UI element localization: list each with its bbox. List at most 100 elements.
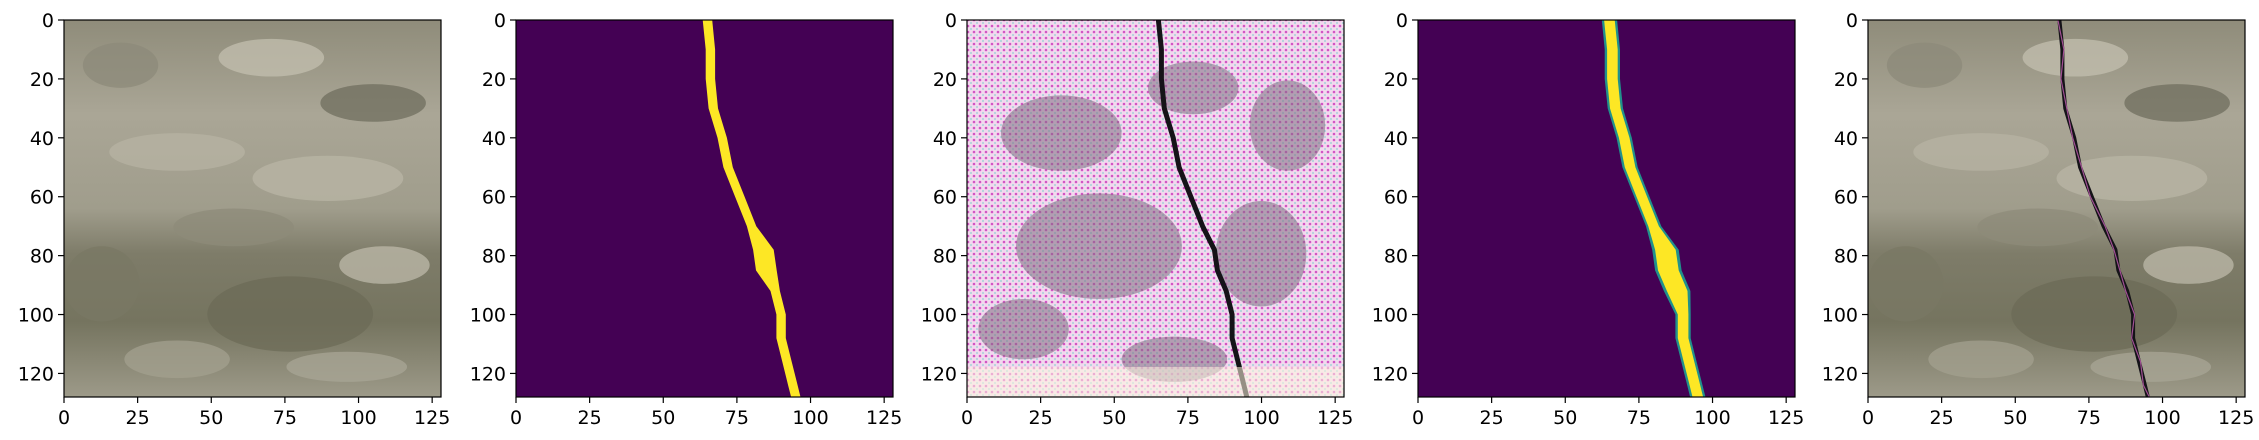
texture-patch: [1977, 208, 2098, 247]
y-tick-label: 80: [933, 246, 957, 268]
y-tick-label: 60: [30, 187, 54, 209]
panel-ground-truth-mask: 0 25 50 75 100 125 0 20 40 60 80 100 120: [470, 10, 903, 429]
panel-generated-image: 0 25 50 75 100 125 0 20 40 60 80 100 120: [921, 10, 1354, 429]
texture-patch: [207, 276, 374, 352]
texture-patch: [252, 155, 404, 201]
y-tick-label: 20: [30, 69, 54, 91]
shadow-blob: [1000, 95, 1122, 171]
panel-image-ground-truth-mask: [516, 20, 893, 397]
y-tick-label: 40: [30, 128, 54, 150]
texture-patch: [218, 38, 325, 77]
texture-patch: [2022, 38, 2129, 77]
x-tick-label: 50: [651, 407, 675, 429]
x-tick-label: 25: [1480, 407, 1504, 429]
x-tick-label: 50: [1553, 407, 1577, 429]
y-tick-label: 80: [1384, 246, 1408, 268]
bottom-artifact-band: [967, 367, 1344, 397]
panel-predicted-mask: 0 25 50 75 100 125 0 20 40 60 80 100 120: [1372, 10, 1805, 429]
x-tick-label: 0: [961, 407, 973, 429]
y-tick-label: 40: [1384, 128, 1408, 150]
x-tick-label: 25: [1930, 407, 1954, 429]
panel-image-overlay-image: [1868, 20, 2245, 397]
x-tick-label: 0: [510, 407, 522, 429]
y-tick-label: 80: [30, 246, 54, 268]
x-tick-label: 125: [414, 407, 450, 429]
y-tick-label: 0: [42, 10, 54, 32]
x-tick-label: 100: [340, 407, 376, 429]
panel-overlay-image: 0 25 50 75 100 125 0 20 40 60 80 100 120: [1822, 10, 2255, 429]
texture-patch: [173, 208, 294, 247]
y-tick-label: 120: [18, 363, 54, 385]
y-tick-label: 0: [1846, 10, 1858, 32]
y-tick-label: 20: [933, 69, 957, 91]
x-tick-label: 100: [792, 407, 828, 429]
texture-patch: [2143, 246, 2234, 284]
x-tick-label: 75: [725, 407, 749, 429]
y-tick-label: 100: [921, 305, 957, 327]
y-tick-label: 0: [945, 10, 957, 32]
y-tick-label: 80: [482, 246, 506, 268]
y-tick-label: 60: [1834, 187, 1858, 209]
axes-frame: [515, 19, 894, 398]
x-tick-label: 25: [578, 407, 602, 429]
y-tick-label: 20: [1834, 69, 1858, 91]
y-tick-label: 20: [482, 69, 506, 91]
texture-patch: [1886, 42, 1963, 88]
y-tick-label: 80: [1834, 246, 1858, 268]
y-tick-label: 40: [482, 128, 506, 150]
y-tick-label: 120: [921, 363, 957, 385]
panel-input-image: 0 25 50 75 100 125 0 20 40 60 80 100 120: [18, 10, 451, 429]
texture-patch: [124, 340, 230, 379]
y-tick-label: 100: [1822, 305, 1858, 327]
panel-image-generated-image: [967, 20, 1344, 397]
y-tick-label: 100: [470, 305, 506, 327]
y-tick-label: 100: [18, 305, 54, 327]
x-tick-label: 75: [1176, 407, 1200, 429]
texture-patch: [2056, 155, 2208, 201]
texture-patch: [286, 351, 408, 382]
shadow-blob: [1215, 200, 1307, 307]
panel-image-input-image: [64, 20, 441, 397]
y-tick-label: 60: [1384, 187, 1408, 209]
x-tick-label: 50: [1102, 407, 1126, 429]
texture-patch: [2090, 351, 2212, 382]
crack-mask: [1604, 20, 1704, 397]
texture-patch: [2124, 84, 2230, 122]
texture-patch: [1928, 340, 2034, 379]
shadow-blob: [1016, 193, 1182, 299]
texture-patch: [64, 246, 140, 322]
shadow-blob: [1249, 80, 1326, 171]
y-tick-label: 40: [1834, 128, 1858, 150]
x-tick-label: 100: [2144, 407, 2180, 429]
axes-frame: [1417, 19, 1796, 398]
y-tick-label: 0: [1396, 10, 1408, 32]
x-tick-label: 50: [199, 407, 223, 429]
x-tick-label: 125: [2218, 407, 2254, 429]
texture-patch: [320, 84, 426, 122]
texture-patch: [2011, 276, 2178, 352]
y-tick-label: 120: [1822, 363, 1858, 385]
x-tick-label: 25: [1029, 407, 1053, 429]
panel-image-predicted-mask: [1418, 20, 1795, 397]
crack-mask: [702, 20, 801, 397]
crack-line: [1155, 20, 1250, 397]
y-tick-label: 120: [1372, 363, 1408, 385]
texture-patch: [339, 246, 430, 284]
texture-patch: [82, 42, 159, 88]
y-tick-label: 60: [482, 187, 506, 209]
y-tick-label: 0: [494, 10, 506, 32]
y-tick-label: 40: [933, 128, 957, 150]
texture-patch: [1868, 246, 1944, 322]
shadow-blob: [978, 298, 1069, 360]
x-tick-label: 0: [1862, 407, 1874, 429]
axes-frame: [1867, 19, 2246, 398]
x-tick-label: 50: [2003, 407, 2027, 429]
shadow-blob: [1147, 61, 1239, 115]
mask-background: [516, 20, 893, 397]
y-tick-label: 60: [933, 187, 957, 209]
x-tick-label: 125: [866, 407, 902, 429]
x-tick-label: 100: [1694, 407, 1730, 429]
y-tick-label: 120: [470, 363, 506, 385]
x-tick-label: 75: [2077, 407, 2101, 429]
axes-frame: [966, 19, 1345, 398]
